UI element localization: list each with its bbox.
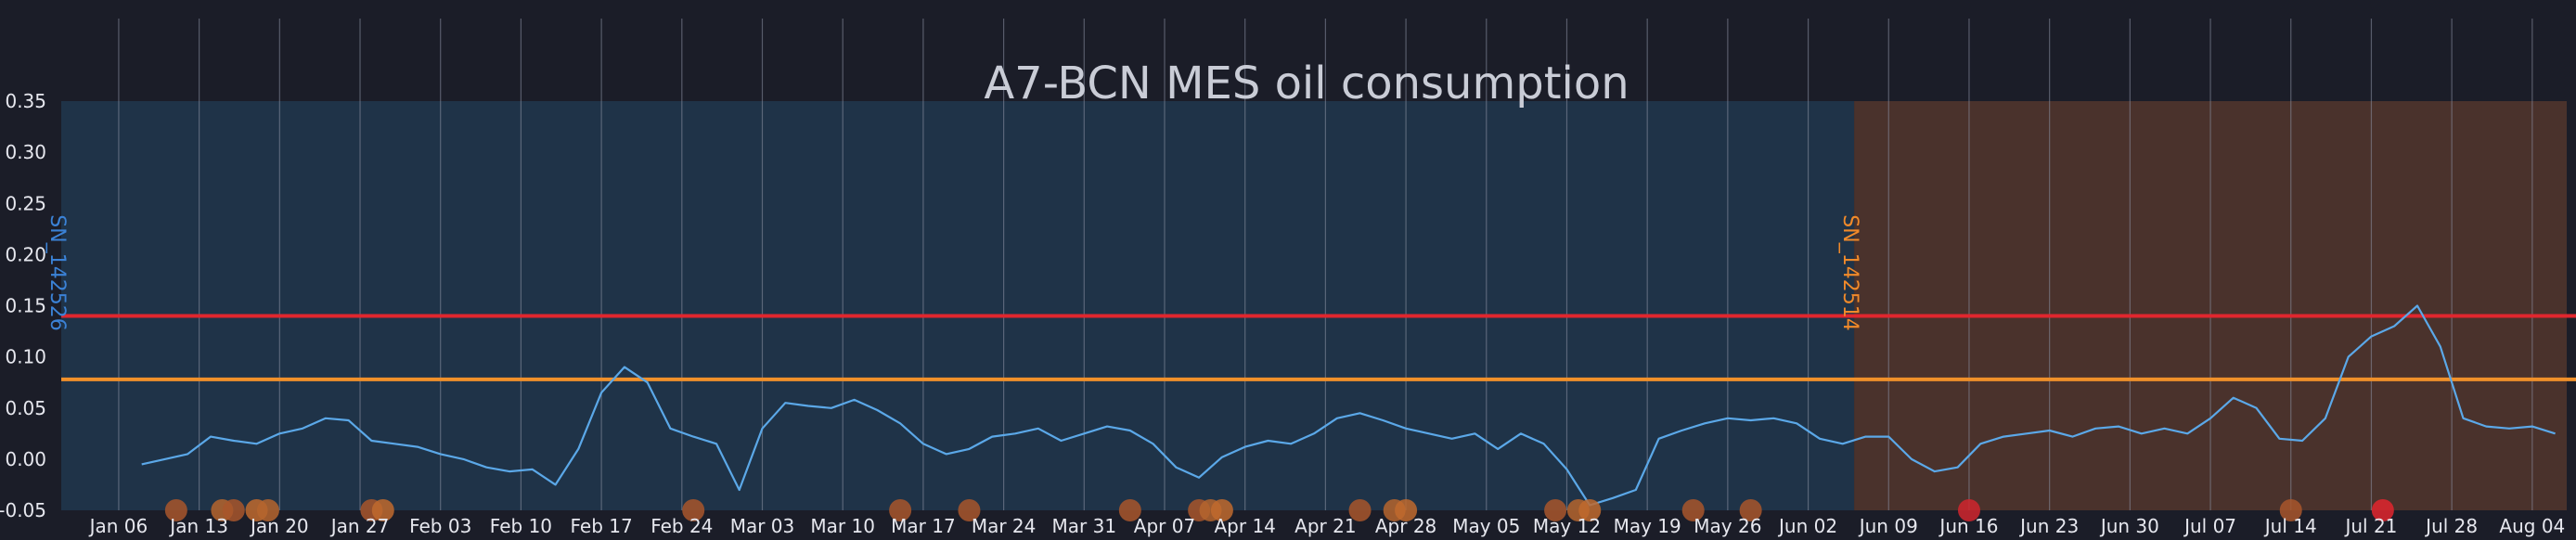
x-tick-label-18: May 12 — [1533, 515, 1601, 537]
x-tick-label-27: Jul 14 — [2263, 515, 2317, 537]
x-axis-ticks: Jan 06 Jan 13 Jan 20 Jan 27 Feb 03 Feb 10 Feb … — [88, 515, 2566, 537]
y-tick-label-4: 0.15 — [5, 295, 46, 317]
x-tick-label-0: Jan 06 — [88, 515, 148, 537]
event-marker-20 — [1681, 499, 1705, 521]
event-marker-0 — [164, 499, 187, 521]
event-marker-22 — [1957, 499, 1980, 521]
x-tick-label-7: Feb 24 — [650, 515, 713, 537]
x-tick-label-11: Mar 24 — [972, 515, 1037, 537]
event-marker-8 — [889, 499, 912, 521]
x-tick-label-23: Jun 16 — [1938, 515, 1998, 537]
x-tick-label-24: Jun 23 — [2018, 515, 2079, 537]
x-tick-label-5: Feb 10 — [490, 515, 552, 537]
period-labels: SN_142526 SN_142514 — [45, 214, 1861, 330]
y-tick-label-7: 0.00 — [5, 448, 46, 470]
event-marker-7 — [682, 499, 705, 521]
y-tick-label-8: -0.05 — [0, 499, 46, 521]
x-tick-label-28: Jul 21 — [2343, 515, 2397, 537]
series-lines — [141, 304, 2556, 507]
event-marker-16 — [1395, 499, 1418, 521]
event-markers — [164, 499, 2394, 521]
x-tick-label-29: Jul 28 — [2424, 515, 2478, 537]
x-tick-label-14: Apr 14 — [1214, 515, 1275, 537]
period-label-0: SN_142526 — [45, 214, 69, 330]
event-marker-13 — [1210, 499, 1233, 521]
event-marker-17 — [1544, 499, 1567, 521]
event-marker-4 — [256, 499, 279, 521]
x-tick-label-30: Aug 04 — [2499, 515, 2565, 537]
y-tick-label-2: 0.25 — [5, 192, 46, 214]
period-bands — [61, 101, 2567, 510]
event-marker-2 — [222, 499, 245, 521]
event-marker-9 — [958, 499, 981, 521]
event-marker-14 — [1348, 499, 1372, 521]
period-band-0 — [61, 101, 1855, 510]
x-tick-label-20: May 26 — [1694, 515, 1761, 537]
x-tick-label-16: Apr 28 — [1375, 515, 1436, 537]
y-axis-ticks: 0.35 0.30 0.25 0.20 0.15 0.10 0.05 0.00 -0.05 — [0, 90, 46, 521]
x-tick-label-19: May 19 — [1614, 515, 1681, 537]
x-tick-label-2: Jan 20 — [249, 515, 309, 537]
x-tick-label-9: Mar 10 — [810, 515, 875, 537]
x-tick-label-13: Apr 07 — [1134, 515, 1195, 537]
x-tick-label-25: Jun 30 — [2099, 515, 2159, 537]
x-tick-label-10: Mar 17 — [891, 515, 956, 537]
x-tick-label-8: Mar 03 — [730, 515, 795, 537]
x-tick-label-4: Feb 03 — [409, 515, 471, 537]
x-tick-label-22: Jun 09 — [1858, 515, 1918, 537]
series-line-0 — [141, 304, 2556, 507]
event-marker-10 — [1118, 499, 1141, 521]
y-tick-label-3: 0.20 — [5, 243, 46, 265]
x-tick-label-3: Jan 27 — [329, 515, 390, 537]
y-tick-label-5: 0.10 — [5, 346, 46, 368]
x-tick-label-12: Mar 31 — [1052, 515, 1117, 537]
event-marker-19 — [1578, 499, 1602, 521]
threshold-lines — [61, 314, 2576, 381]
chart-title: A7-BCN MES oil consumption — [984, 58, 1629, 109]
event-marker-6 — [371, 499, 394, 521]
event-marker-21 — [1739, 499, 1762, 521]
y-tick-label-1: 0.30 — [5, 141, 46, 163]
y-tick-label-6: 0.05 — [5, 397, 46, 419]
x-tick-label-21: Jun 02 — [1777, 515, 1837, 537]
x-tick-label-15: Apr 21 — [1294, 515, 1356, 537]
x-tick-label-26: Jul 07 — [2183, 515, 2236, 537]
x-tick-label-17: May 05 — [1452, 515, 1520, 537]
x-tick-label-6: Feb 17 — [571, 515, 633, 537]
x-tick-label-1: Jan 13 — [168, 515, 228, 537]
y-tick-label-0: 0.35 — [5, 90, 46, 112]
event-marker-24 — [2371, 499, 2394, 521]
event-marker-23 — [2279, 499, 2302, 521]
period-label-1: SN_142514 — [1838, 214, 1861, 330]
